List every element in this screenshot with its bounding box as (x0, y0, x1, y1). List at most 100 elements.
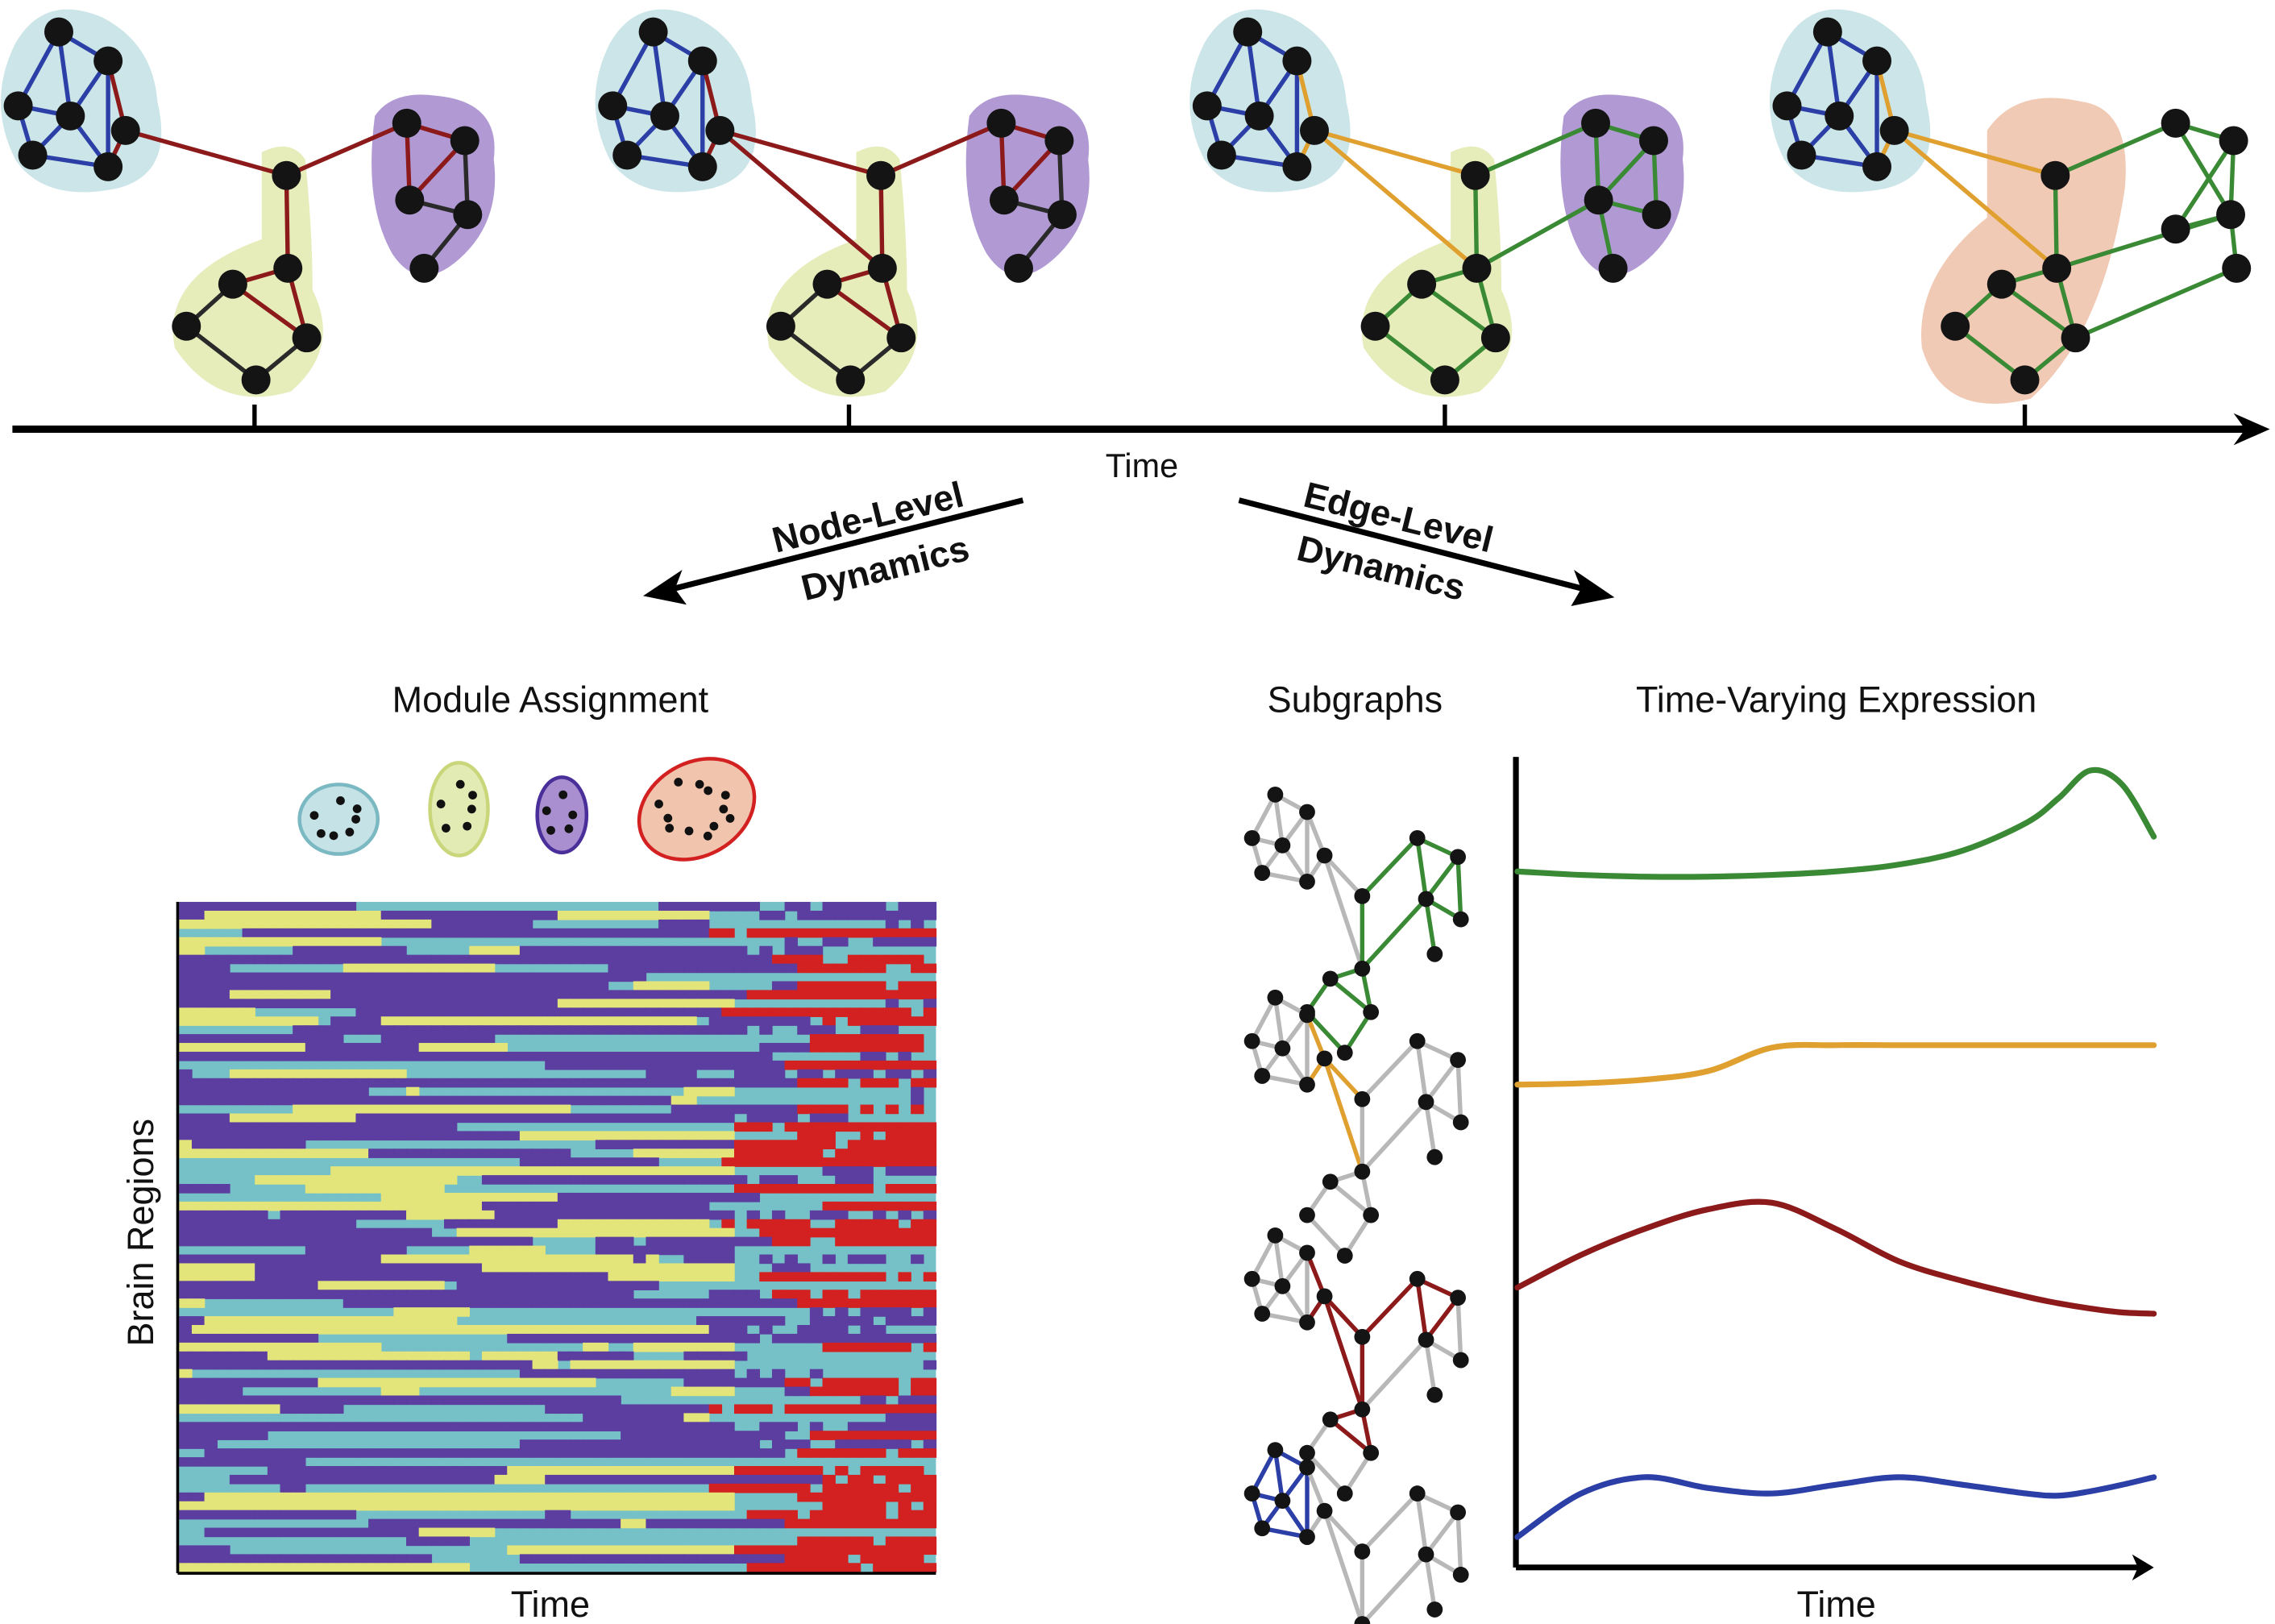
heatmap-cell (898, 1184, 911, 1194)
heatmap-cell (860, 1510, 874, 1520)
heatmap-cell (380, 1448, 395, 1458)
heatmap-cell (583, 1360, 596, 1370)
subgraph-3 (1243, 1227, 1469, 1501)
heatmap-cell (217, 1501, 230, 1511)
heatmap-cell (784, 1007, 798, 1017)
network-node (1480, 323, 1510, 353)
heatmap-cell (923, 1148, 937, 1158)
heatmap-cell (431, 910, 445, 920)
heatmap-cell (721, 1086, 735, 1097)
heatmap-cell (469, 1078, 483, 1088)
heatmap-cell (418, 1527, 433, 1538)
heatmap-cell (595, 1113, 609, 1124)
heatmap-cell (797, 1563, 811, 1572)
heatmap-cell (242, 1281, 255, 1290)
heatmap-cell (835, 1184, 849, 1194)
heatmap-cell (217, 1492, 230, 1502)
heatmap-cell (708, 1104, 723, 1115)
subgraph-edge (1322, 1509, 1364, 1553)
heatmap-cell (191, 1007, 205, 1017)
heatmap-cell (368, 1016, 382, 1026)
heatmap-cell (355, 1210, 369, 1220)
heatmap-cell (683, 954, 697, 965)
heatmap-cell (911, 1157, 924, 1167)
heatmap-cell (179, 1184, 193, 1194)
heatmap-cell (733, 1325, 748, 1335)
heatmap-cell (746, 990, 761, 1000)
heatmap-cell (342, 1492, 357, 1502)
heatmap-cell (418, 1272, 433, 1282)
heatmap-cell (380, 1175, 395, 1185)
heatmap-cell (608, 1254, 621, 1265)
heatmap-cell (217, 1184, 230, 1194)
heatmap-cell (342, 1448, 357, 1458)
heatmap-cell (293, 1025, 306, 1035)
heatmap-cell (721, 1465, 735, 1476)
heatmap-cell (822, 928, 836, 938)
heatmap-cell (898, 1210, 911, 1220)
heatmap-cell (809, 990, 824, 1000)
heatmap-cell (633, 1342, 647, 1352)
heatmap-cell (507, 928, 521, 938)
heatmap-cell (835, 1439, 849, 1449)
heatmap-cell (696, 1333, 710, 1344)
heatmap-cell (393, 1281, 407, 1290)
heatmap-cell (519, 1192, 533, 1202)
heatmap-cell (393, 1395, 407, 1406)
heatmap-cell (481, 1351, 496, 1361)
heatmap-cell (658, 1448, 672, 1458)
heatmap-cell (898, 1007, 911, 1017)
heatmap-cell (911, 1034, 924, 1044)
heatmap-cell (494, 954, 508, 965)
heatmap-cell (873, 1518, 886, 1529)
heatmap-cell (608, 1051, 621, 1061)
heatmap-cell (179, 1342, 193, 1352)
heatmap-cell (418, 1078, 433, 1088)
heatmap-cell (809, 1113, 824, 1124)
heatmap-cell (557, 1210, 571, 1220)
heatmap-cell (670, 1210, 685, 1220)
heatmap-cell (608, 1272, 621, 1282)
heatmap-cell (456, 1034, 471, 1044)
heatmap-cell (873, 1219, 886, 1229)
heatmap-cell (481, 1113, 496, 1124)
heatmap-cell (481, 1034, 496, 1044)
heatmap-cell (923, 1157, 937, 1167)
heatmap-cell (847, 1157, 861, 1167)
heatmap-cell (191, 902, 205, 912)
heatmap-cell (368, 1377, 382, 1388)
heatmap-cell (595, 1219, 609, 1229)
subgraph-edge (1250, 1448, 1277, 1495)
heatmap-cell (242, 928, 255, 938)
heatmap-cell (797, 990, 811, 1000)
heatmap-cell (293, 910, 306, 920)
heatmap-cell (179, 937, 193, 947)
heatmap-cell (608, 1016, 621, 1026)
heatmap-cell (431, 981, 445, 991)
heatmap-cell (621, 1360, 634, 1370)
heatmap-cell (305, 1351, 319, 1361)
heatmap-cell (683, 910, 697, 920)
heatmap-cell (456, 1263, 471, 1273)
heatmap-cell (330, 1474, 344, 1485)
heatmap-cell (608, 1290, 621, 1299)
heatmap-cell (532, 1448, 546, 1458)
heatmap-cell (443, 1201, 458, 1211)
heatmap-cell (898, 990, 911, 1000)
heatmap-cell (380, 1298, 395, 1308)
heatmap-cell (280, 1465, 293, 1476)
heatmap-cell (532, 1518, 546, 1529)
heatmap-cell (418, 1316, 433, 1326)
heatmap-cell (822, 1034, 836, 1044)
heatmap-cell (469, 1298, 483, 1308)
heatmap-cell (305, 1325, 319, 1335)
heatmap-cell (885, 910, 899, 920)
heatmap-cell (532, 1219, 546, 1229)
heatmap-cell (670, 1104, 685, 1115)
network-node (1787, 140, 1816, 170)
heatmap-cell (646, 1272, 659, 1282)
heatmap-cell (406, 1051, 420, 1061)
expression-title: Time-Varying Expression (1636, 679, 2036, 720)
network-node (172, 311, 201, 341)
heatmap-cell (280, 1360, 293, 1370)
